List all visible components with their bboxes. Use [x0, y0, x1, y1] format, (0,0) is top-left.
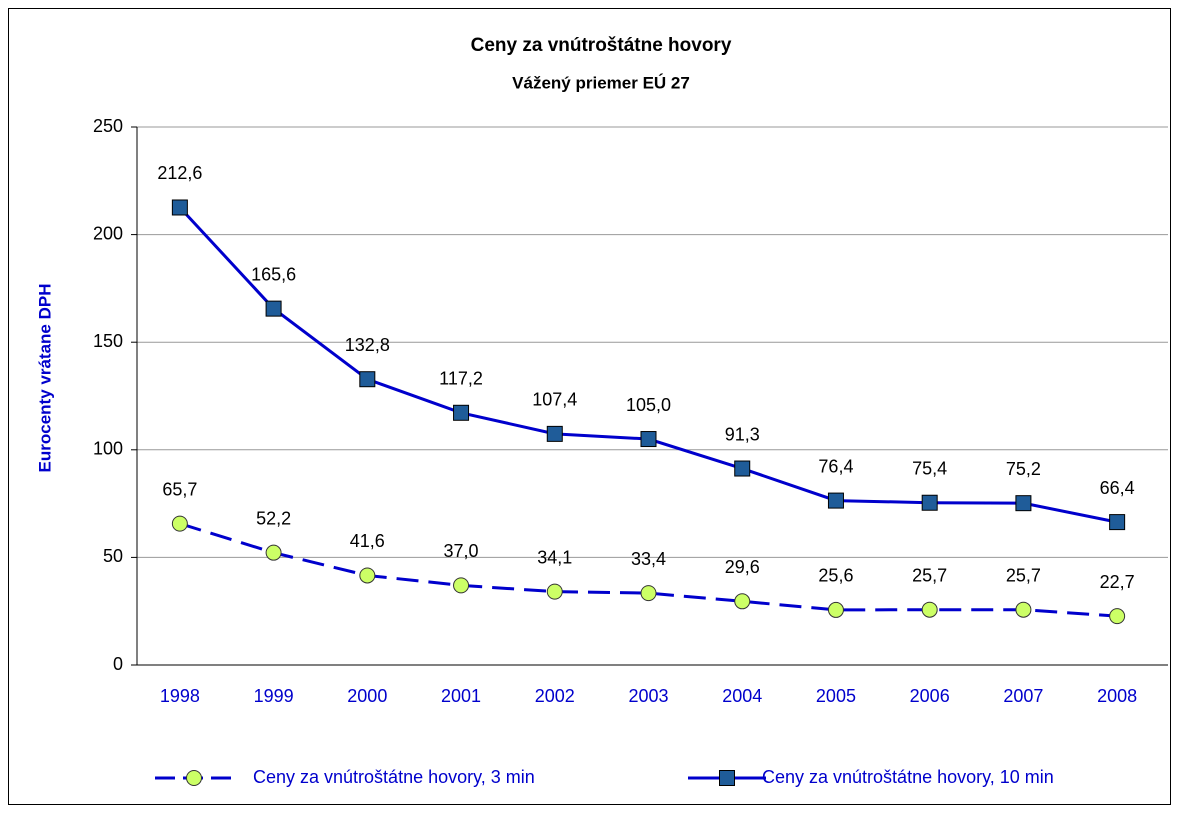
- data-point: [827, 601, 844, 618]
- data-point: [734, 460, 751, 477]
- data-point: [1015, 601, 1032, 618]
- value-label: 165,6: [251, 264, 296, 284]
- value-label: 75,2: [1006, 459, 1041, 479]
- data-point: [546, 425, 563, 442]
- y-tick-label: 50: [103, 546, 123, 566]
- value-label: 65,7: [162, 479, 197, 499]
- legend-marker: [186, 770, 202, 786]
- value-label: 75,4: [912, 458, 947, 478]
- x-tick-label: 2001: [441, 686, 481, 706]
- legend-label: Ceny za vnútroštátne hovory, 10 min: [762, 767, 1054, 787]
- chart-title: Ceny za vnútroštátne hovory: [471, 35, 732, 56]
- data-point: [1109, 608, 1126, 625]
- y-tick-label: 200: [93, 223, 123, 243]
- y-tick-label: 250: [93, 116, 123, 136]
- data-point: [359, 567, 376, 584]
- data-point: [171, 199, 188, 216]
- data-point: [359, 371, 376, 388]
- data-point: [453, 577, 470, 594]
- value-label: 25,7: [1006, 565, 1041, 585]
- value-label: 25,6: [818, 566, 853, 586]
- x-tick-label: 2000: [347, 686, 387, 706]
- data-point: [1015, 495, 1032, 512]
- value-label: 34,1: [537, 547, 572, 567]
- value-label: 41,6: [350, 531, 385, 551]
- x-tick-label: 2006: [910, 686, 950, 706]
- value-label: 22,7: [1100, 572, 1135, 592]
- x-tick-label: 2004: [722, 686, 762, 706]
- value-label: 117,2: [439, 369, 483, 389]
- value-label: 107,4: [532, 390, 577, 410]
- value-label: 29,6: [725, 557, 760, 577]
- data-point: [171, 515, 188, 532]
- series-line: [179, 522, 1118, 618]
- data-point: [827, 492, 844, 509]
- data-point: [265, 300, 282, 317]
- data-point: [546, 583, 563, 600]
- x-tick-label: 2002: [535, 686, 575, 706]
- data-point: [265, 544, 282, 561]
- data-point: [734, 593, 751, 610]
- data-point: [640, 585, 657, 602]
- value-label: 25,7: [912, 565, 947, 585]
- y-axis-label: Eurocenty vrátane DPH: [35, 284, 54, 473]
- data-point: [921, 601, 938, 618]
- value-label: 37,0: [444, 541, 479, 561]
- data-point: [921, 494, 938, 511]
- data-point: [640, 431, 657, 448]
- data-point: [1109, 514, 1126, 531]
- value-label: 212,6: [157, 163, 202, 183]
- y-tick-label: 0: [113, 654, 123, 674]
- x-tick-label: 1999: [254, 686, 294, 706]
- chart-frame: [8, 8, 1171, 805]
- x-tick-label: 2005: [816, 686, 856, 706]
- y-tick-label: 100: [93, 439, 123, 459]
- x-tick-label: 2003: [628, 686, 668, 706]
- data-point: [453, 404, 470, 421]
- value-label: 132,8: [345, 335, 390, 355]
- value-label: 91,3: [725, 424, 760, 444]
- value-label: 76,4: [818, 456, 853, 476]
- legend-marker: [719, 770, 735, 786]
- chart-subtitle: Vážený priemer EÚ 27: [512, 73, 690, 92]
- legend-label: Ceny za vnútroštátne hovory, 3 min: [253, 767, 535, 787]
- x-tick-label: 2008: [1097, 686, 1137, 706]
- value-label: 66,4: [1100, 478, 1135, 498]
- value-label: 105,0: [626, 395, 671, 415]
- x-tick-label: 1998: [160, 686, 200, 706]
- value-label: 33,4: [631, 549, 666, 569]
- value-label: 52,2: [256, 508, 291, 528]
- y-tick-label: 150: [93, 331, 123, 351]
- x-tick-label: 2007: [1003, 686, 1043, 706]
